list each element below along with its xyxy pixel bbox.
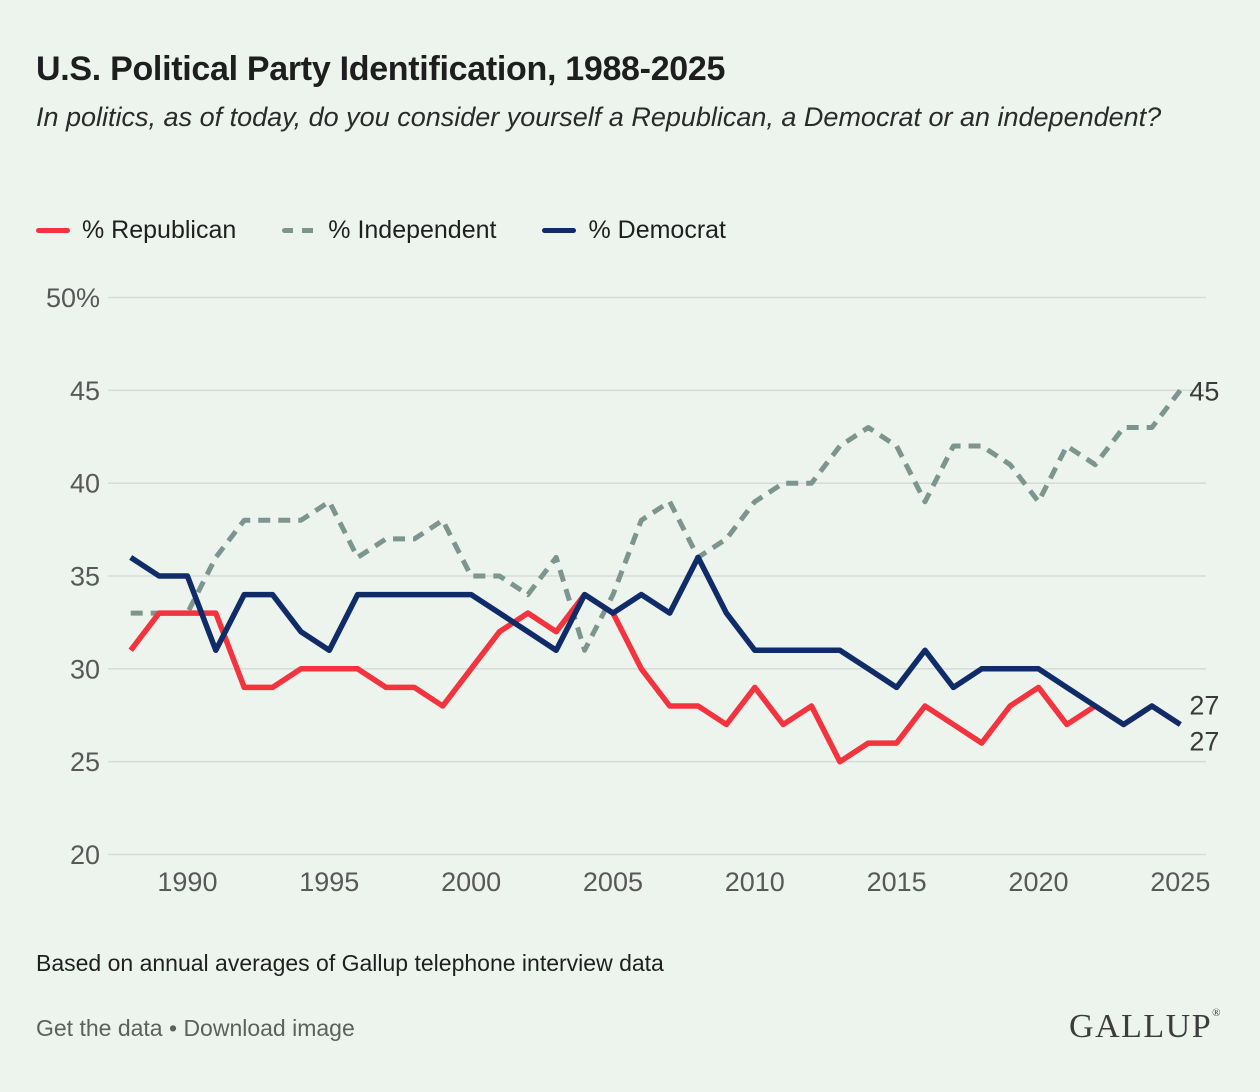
x-axis-tick-label-2005: 2005 bbox=[583, 867, 643, 897]
gallup-logo: GALLUP® bbox=[1069, 1008, 1222, 1046]
get-the-data-link[interactable]: Get the data bbox=[36, 1015, 163, 1041]
y-axis-tick-label-25: 25 bbox=[70, 747, 100, 777]
legend-item-democrat[interactable]: % Democrat bbox=[542, 216, 726, 245]
page-subtitle: In politics, as of today, do you conside… bbox=[36, 102, 1162, 132]
x-axis-tick-label-2000: 2000 bbox=[441, 867, 501, 897]
registered-trademark-icon: ® bbox=[1212, 1007, 1222, 1019]
y-axis-tick-label-30: 30 bbox=[70, 654, 100, 684]
x-axis-tick-label-2020: 2020 bbox=[1008, 867, 1068, 897]
republican-line bbox=[128, 591, 1182, 765]
democrat-line-swatch bbox=[542, 228, 577, 233]
y-axis-tick-label-20: 20 bbox=[70, 840, 100, 870]
legend-item-independent[interactable]: % Independent bbox=[282, 216, 496, 245]
download-image-link[interactable]: Download image bbox=[183, 1015, 355, 1041]
legend-label-independent: % Independent bbox=[328, 216, 497, 244]
x-axis-tick-label-2015: 2015 bbox=[867, 867, 927, 897]
footer-links: Get the data • Download image bbox=[36, 1015, 355, 1042]
x-axis-tick-label-2010: 2010 bbox=[725, 867, 785, 897]
independent-line bbox=[130, 388, 1183, 653]
x-axis-tick-label-1990: 1990 bbox=[157, 867, 217, 897]
x-axis-tick-label-1995: 1995 bbox=[299, 867, 359, 897]
x-axis-tick-label-2025: 2025 bbox=[1150, 867, 1210, 897]
end-label-independent: 45 bbox=[1189, 376, 1219, 406]
gallup-logo-text: GALLUP bbox=[1069, 1008, 1213, 1045]
y-axis-tick-label-50: 50% bbox=[46, 283, 100, 313]
legend: % Republican % Independent % Democrat bbox=[36, 216, 726, 245]
end-label-republican: 27 bbox=[1189, 691, 1219, 721]
y-axis-tick-label-45: 45 bbox=[70, 376, 100, 406]
y-axis-tick-label-35: 35 bbox=[70, 562, 100, 592]
independent-dashed-line-swatch bbox=[282, 228, 317, 233]
source-note: Based on annual averages of Gallup telep… bbox=[36, 950, 664, 976]
bullet-separator: • bbox=[168, 1015, 178, 1041]
legend-label-republican: % Republican bbox=[82, 216, 237, 244]
end-label-democrat: 27 bbox=[1189, 727, 1219, 757]
y-axis-tick-label-40: 40 bbox=[70, 469, 100, 499]
legend-item-republican[interactable]: % Republican bbox=[36, 216, 236, 245]
page-title: U.S. Political Party Identification, 198… bbox=[36, 50, 726, 88]
republican-line-swatch bbox=[36, 228, 70, 233]
legend-label-democrat: % Democrat bbox=[588, 216, 727, 244]
democrat-line bbox=[129, 554, 1182, 728]
